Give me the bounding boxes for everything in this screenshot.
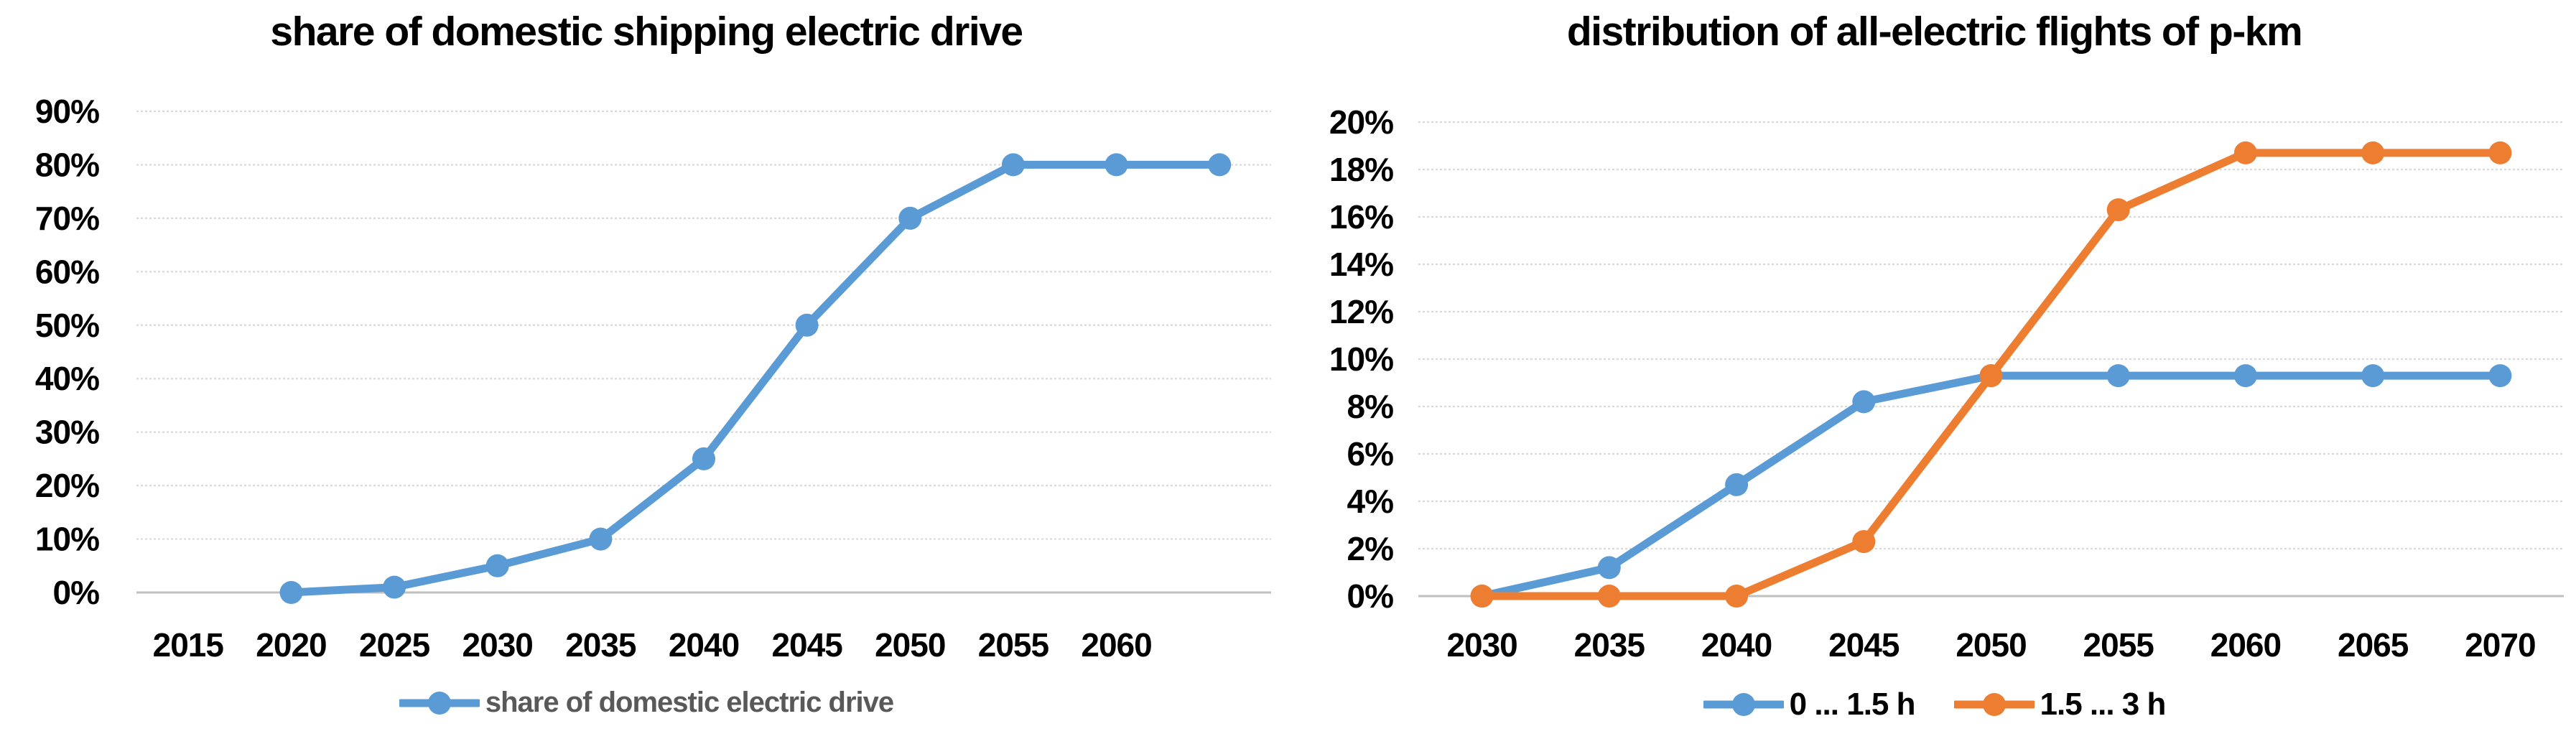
- flights-chart-title: distribution of all-electric flights of …: [1566, 9, 2303, 55]
- data-point-marker: [2106, 364, 2130, 388]
- data-point-marker: [1979, 364, 2003, 388]
- y-tick-label: 90%: [35, 93, 99, 130]
- data-point-marker: [1852, 390, 1876, 414]
- y-tick-label: 10%: [35, 521, 99, 558]
- x-tick-label: 2040: [1701, 626, 1772, 664]
- legend-item: 1.5 ... 3 h: [1953, 687, 2167, 722]
- x-tick-label: 2030: [462, 626, 533, 664]
- x-tick-label: 2040: [669, 626, 739, 664]
- data-point-marker: [2361, 141, 2385, 164]
- data-point-marker: [1001, 153, 1025, 177]
- flights-chart-plot: 0% 2% 4% 6% 8% 10% 12% 14% 16% 18% 20% 2030 2035 2040…: [1329, 103, 2564, 664]
- y-tick-label: 10%: [1329, 340, 1393, 378]
- x-tick-label: 2055: [2083, 626, 2154, 664]
- flights-chart-legend: 0 ... 1.5 h 1.5 ... 3 h: [1293, 687, 2576, 722]
- data-point-marker: [1597, 585, 1621, 608]
- legend-marker-circle: [427, 691, 451, 715]
- legend-marker-circle: [1982, 693, 2006, 716]
- data-point-marker: [1597, 556, 1621, 580]
- data-point-marker: [2488, 364, 2512, 388]
- data-point-marker: [2106, 198, 2130, 222]
- y-tick-label: 8%: [1347, 388, 1394, 425]
- y-tick-label: 0%: [53, 574, 100, 611]
- data-point-marker: [2488, 141, 2512, 164]
- x-tick-label: 2060: [1081, 626, 1151, 664]
- x-tick-label: 2070: [2465, 626, 2535, 664]
- data-point-marker: [795, 313, 819, 337]
- shipping-electric-drive-chart: share of domestic shipping electric driv…: [0, 9, 1293, 719]
- y-tick-label: 16%: [1329, 198, 1393, 236]
- legend-item: share of domestic electric drive: [399, 687, 894, 719]
- shipping-chart-title: share of domestic shipping electric driv…: [270, 9, 1023, 55]
- series-line: [287, 160, 1224, 597]
- data-point-marker: [1470, 585, 1494, 608]
- data-point-marker: [485, 554, 509, 577]
- data-point-marker: [383, 575, 406, 599]
- y-tick-label: 4%: [1347, 483, 1394, 520]
- y-tick-label: 2%: [1347, 530, 1394, 567]
- y-tick-label: 30%: [35, 414, 99, 451]
- data-point-marker: [1725, 473, 1749, 496]
- x-tick-label: 2035: [565, 626, 636, 664]
- x-tick-label: 2050: [1956, 626, 2026, 664]
- legend-marker-circle: [1731, 693, 1755, 716]
- data-point-marker: [692, 447, 715, 470]
- x-tick-label: 2045: [1828, 626, 1900, 664]
- y-tick-label: 6%: [1347, 435, 1394, 473]
- y-tick-label: 14%: [1329, 246, 1393, 283]
- x-tick-label: 2025: [359, 626, 430, 664]
- y-tick-label: 20%: [1329, 103, 1393, 141]
- y-tick-label: 20%: [35, 467, 99, 504]
- flights-distribution-chart: distribution of all-electric flights of …: [1293, 0, 2576, 739]
- x-tick-label: 2035: [1574, 626, 1645, 664]
- data-point-marker: [2233, 141, 2257, 164]
- shipping-chart-plot: 0% 10% 20% 30% 40% 50% 60% 70% 80% 90% 2015 2020 202…: [35, 93, 1271, 664]
- data-point-marker: [1725, 585, 1749, 608]
- x-tick-label: 2015: [153, 626, 224, 664]
- data-point-marker: [1105, 153, 1128, 177]
- y-tick-label: 60%: [35, 253, 99, 290]
- data-point-marker: [2233, 364, 2257, 388]
- y-tick-label: 50%: [35, 307, 99, 344]
- legend-item: 0 ... 1.5 h: [1703, 687, 1915, 722]
- x-tick-label: 2060: [2210, 626, 2281, 664]
- x-tick-label: 2055: [978, 626, 1049, 664]
- data-point-marker: [589, 527, 613, 551]
- y-tick-label: 80%: [35, 146, 99, 183]
- data-point-marker: [1208, 153, 1232, 177]
- x-tick-label: 2050: [875, 626, 945, 664]
- legend-marker-icon: [1703, 693, 1784, 716]
- y-tick-label: 18%: [1329, 151, 1393, 188]
- y-tick-label: 40%: [35, 360, 99, 397]
- data-point-marker: [898, 206, 922, 230]
- legend-marker-icon: [1953, 693, 2035, 716]
- x-tick-label: 2065: [2338, 626, 2409, 664]
- shipping-chart-legend: share of domestic electric drive: [0, 687, 1293, 719]
- legend-label: 0 ... 1.5 h: [1789, 687, 1916, 722]
- y-tick-label: 12%: [1329, 293, 1393, 330]
- data-point-marker: [2361, 364, 2385, 388]
- y-tick-label: 0%: [1347, 577, 1394, 615]
- x-tick-label: 2020: [256, 626, 326, 664]
- data-point-marker: [1852, 530, 1876, 554]
- y-tick-label: 70%: [35, 200, 99, 237]
- x-tick-label: 2030: [1446, 626, 1517, 664]
- data-point-marker: [279, 581, 303, 604]
- legend-label: share of domestic electric drive: [485, 687, 894, 718]
- legend-label: 1.5 ... 3 h: [2040, 687, 2167, 722]
- x-tick-label: 2045: [771, 626, 842, 664]
- series-line: [1478, 371, 2504, 600]
- legend-marker-icon: [399, 691, 480, 715]
